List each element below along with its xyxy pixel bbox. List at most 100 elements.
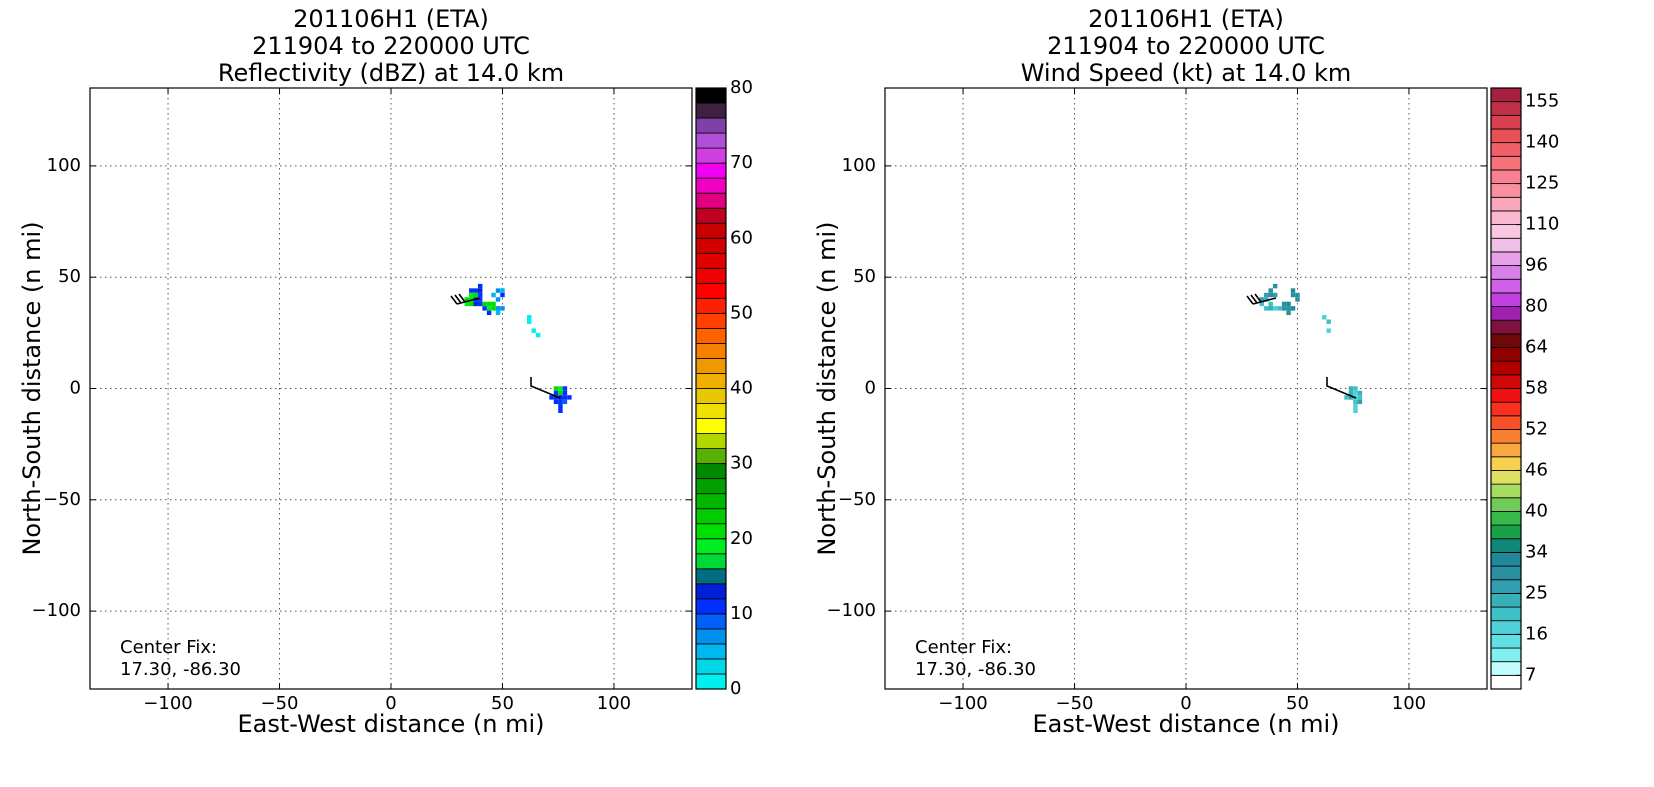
colorbar-swatch — [1490, 633, 1522, 649]
heatmap-cell — [469, 301, 474, 307]
chart-title: 211904 to 220000 UTC — [252, 32, 530, 60]
heatmap-cell — [1353, 386, 1358, 391]
colorbar-swatch — [1490, 388, 1522, 403]
heatmap-cell — [477, 288, 483, 293]
heatmap-cell — [486, 301, 492, 307]
y-tick-label: 0 — [70, 378, 81, 399]
colorbar-tick-label: 60 — [730, 227, 753, 248]
y-tick-label: −50 — [43, 489, 81, 510]
colorbar-swatch — [695, 297, 727, 314]
colorbar-tick-label: 25 — [1525, 582, 1548, 603]
colorbar-swatch — [695, 252, 727, 269]
colorbar-swatch — [695, 493, 727, 510]
colorbar-swatch — [1490, 265, 1522, 280]
heatmap-cell — [477, 297, 483, 302]
heatmap-cell — [1268, 301, 1273, 307]
colorbar-tick-label: 46 — [1525, 459, 1548, 480]
heatmap-cell — [535, 332, 541, 338]
colorbar-swatch — [695, 373, 727, 389]
y-tick-label: −50 — [838, 489, 876, 510]
heatmap-cell — [562, 390, 568, 396]
heatmap-cell — [477, 292, 483, 298]
heatmap-cell — [553, 399, 559, 405]
chart-title: Wind Speed (kt) at 14.0 km — [1021, 59, 1352, 87]
x-tick-label: −100 — [143, 693, 192, 714]
colorbar-swatch — [1490, 592, 1522, 608]
heatmap-cell — [495, 310, 501, 316]
x-tick-label: 50 — [491, 693, 514, 714]
wind-barb — [1246, 293, 1277, 305]
colorbar-swatch — [695, 312, 727, 329]
annotation: 17.30, -86.30 — [915, 659, 1036, 680]
y-tick-label: 50 — [853, 266, 876, 287]
colorbar-swatch — [1490, 319, 1522, 335]
heatmap-cell — [1277, 306, 1282, 311]
chart-title: 201106H1 (ETA) — [1088, 5, 1284, 33]
wind-barb — [1326, 377, 1357, 399]
colorbar-swatch — [695, 478, 727, 495]
wind-barb — [450, 293, 481, 305]
colorbar-swatch — [695, 177, 727, 194]
heatmap-cell — [486, 306, 492, 311]
heatmap-cell — [482, 306, 487, 311]
heatmap-cell — [553, 390, 559, 396]
heatmap-cell — [1268, 292, 1273, 298]
heatmap-cell — [562, 399, 568, 405]
colorbar-swatch — [1490, 401, 1522, 417]
annotation: Center Fix: — [120, 637, 217, 658]
colorbar-swatch — [695, 358, 727, 374]
x-tick-label: 0 — [385, 693, 396, 714]
heatmap-cell — [558, 408, 563, 413]
y-tick-label: 0 — [865, 378, 876, 399]
colorbar-swatch — [695, 403, 727, 419]
colorbar-swatch — [695, 237, 727, 254]
colorbar-swatch — [1490, 87, 1522, 103]
heatmap-cell — [477, 301, 483, 307]
colorbar-swatch — [1490, 251, 1522, 266]
heatmap-cell — [1295, 292, 1300, 298]
heatmap-cell — [1281, 301, 1287, 307]
wind-barbs — [450, 293, 1357, 399]
heatmap-cell — [1268, 288, 1273, 293]
x-tick-label: 50 — [1286, 693, 1309, 714]
heatmap-cell — [1264, 306, 1269, 311]
colorbar-tick-label: 80 — [730, 77, 753, 98]
y-tick-label: −100 — [32, 600, 81, 621]
colorbar-swatch — [1490, 579, 1522, 594]
colorbar-swatch — [1490, 374, 1522, 389]
heatmap-cell — [1326, 328, 1331, 333]
x-tick-label: 0 — [1180, 693, 1191, 714]
colorbar-swatch — [695, 553, 727, 570]
heatmap-cell — [1259, 297, 1265, 302]
heatmap-cell — [469, 288, 474, 293]
x-tick-label: −50 — [1056, 693, 1094, 714]
colorbar-swatch — [695, 102, 727, 119]
colorbar-swatch — [1490, 128, 1522, 144]
x-tick-label: −50 — [261, 693, 299, 714]
heatmap-cell — [1272, 292, 1278, 298]
y-tick-label: 100 — [842, 155, 876, 176]
colorbar-swatch — [1490, 196, 1522, 212]
colorbar-tick-label: 40 — [1525, 500, 1548, 521]
colorbar-swatch — [695, 598, 727, 615]
colorbar-tick-label: 0 — [730, 678, 741, 699]
colorbar-swatch — [1490, 360, 1522, 376]
y-tick-label: 100 — [47, 155, 81, 176]
heatmap-cell — [1286, 301, 1291, 307]
colorbar-swatch — [695, 267, 727, 284]
chart-title: 211904 to 220000 UTC — [1047, 32, 1325, 60]
heatmap-cell — [464, 297, 470, 302]
heatmap-cell — [491, 306, 496, 311]
plot-frame — [89, 87, 693, 690]
heatmap-cell — [1290, 306, 1296, 311]
colorbar-swatch — [1490, 210, 1522, 225]
colorbar-swatch — [695, 508, 727, 525]
colorbar-tick-label: 140 — [1525, 132, 1559, 153]
heatmap-cell — [1290, 292, 1296, 298]
colorbar-swatch — [695, 162, 727, 179]
x-axis-label: East-West distance (n mi) — [1032, 710, 1339, 738]
heatmap-cell — [1353, 399, 1358, 405]
y-tick-label: −100 — [827, 600, 876, 621]
colorbar-swatch — [1490, 169, 1522, 185]
heatmap-cell — [1259, 301, 1265, 307]
